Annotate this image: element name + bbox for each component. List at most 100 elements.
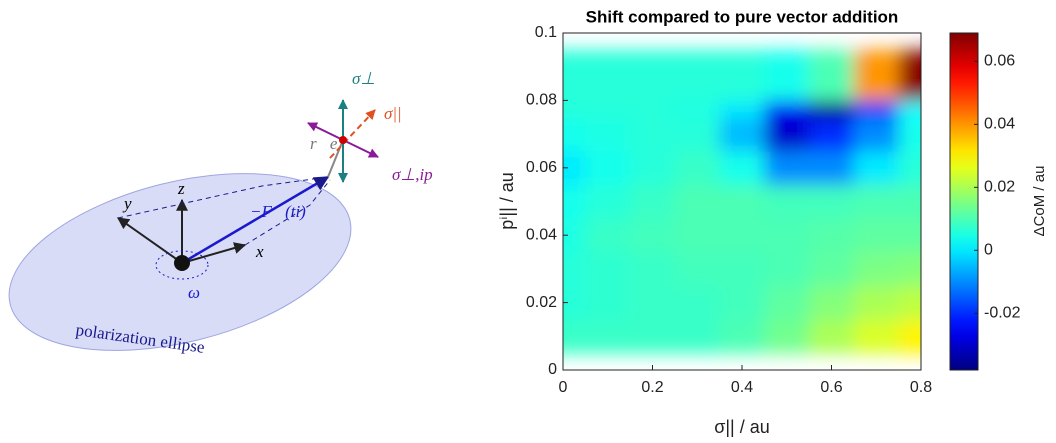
heatmap-cell xyxy=(719,49,765,101)
x-tick-label: 0 xyxy=(559,379,568,396)
diagram: polarization ellipse y z x ω −F⃗(ti) r⃗e… xyxy=(8,69,433,357)
heatmap-cell xyxy=(853,184,900,219)
heatmap-cell xyxy=(809,252,855,287)
heatmap-cell xyxy=(809,49,855,101)
heatmap-cell xyxy=(898,319,921,354)
heatmap-cell xyxy=(853,49,900,101)
heatmap-cell xyxy=(630,319,676,354)
heatmap-cell xyxy=(563,319,586,354)
heatmap-cell xyxy=(630,150,676,186)
heatmap-cell xyxy=(630,285,676,320)
heatmap-cell xyxy=(898,218,921,253)
heatmap-cell xyxy=(853,218,900,253)
sigma-par-label: σ|| xyxy=(384,104,402,123)
heatmap-cell xyxy=(809,184,855,219)
x-tick-label: 0.6 xyxy=(820,379,842,396)
heatmap-cell xyxy=(630,218,676,253)
heatmap-cell xyxy=(898,49,921,101)
heatmap-cell xyxy=(585,285,631,320)
heatmap-cell xyxy=(719,184,765,219)
heatmap-cell xyxy=(585,117,631,152)
axis-x xyxy=(181,242,247,264)
heatmap-cell xyxy=(674,150,721,186)
x-tick-label: 0.4 xyxy=(731,379,753,396)
sigma-par-arrow xyxy=(329,109,376,159)
sigma-ip-arrow xyxy=(342,139,379,158)
heatmap-cell xyxy=(809,150,855,186)
heatmap-cell xyxy=(585,218,631,253)
heatmap-cell xyxy=(630,49,676,101)
heatmap-cell xyxy=(809,319,855,354)
colorbar xyxy=(949,32,979,371)
heatmap-cell xyxy=(898,150,921,186)
heatmap-cell xyxy=(630,117,676,152)
colorbar-tick-label: -0.02 xyxy=(984,305,1021,322)
heatmap-cell xyxy=(764,218,810,253)
heatmap-cell xyxy=(764,319,810,354)
force-label: −F⃗(ti) xyxy=(250,202,306,221)
heatmap-cell xyxy=(898,117,921,152)
heatmap-cell xyxy=(853,117,900,152)
sigma-ip-arrow xyxy=(307,122,344,141)
heatmap-cell xyxy=(674,285,721,320)
heatmap-cell xyxy=(764,150,810,186)
y-axis-label: pⁱ|| / au xyxy=(497,172,517,230)
heatmap-cell xyxy=(719,218,765,253)
heatmap-cell xyxy=(563,252,586,287)
heatmap-cell xyxy=(563,184,586,219)
heatmap-cell xyxy=(764,252,810,287)
r-label: r⃗e xyxy=(310,134,338,153)
heatmap-cell xyxy=(630,184,676,219)
heatmap-cell xyxy=(853,150,900,186)
heatmap-cell xyxy=(719,117,765,152)
x-axis-label: σ|| / au xyxy=(714,417,770,437)
heatmap-cell xyxy=(719,285,765,320)
heatmap-cell xyxy=(674,49,721,101)
origin xyxy=(174,255,190,271)
heatmap-cell xyxy=(563,49,586,101)
heatmap-cell xyxy=(674,184,721,219)
y-tick-label: 0.08 xyxy=(526,92,557,109)
heatmap-cell xyxy=(674,252,721,287)
force-vector xyxy=(181,175,330,265)
heatmap-cell xyxy=(764,285,810,320)
heatmap-cell xyxy=(764,49,810,101)
heatmap-cell xyxy=(563,150,586,186)
y-tick-label: 0.1 xyxy=(535,24,557,41)
heatmap-cell xyxy=(809,117,855,152)
heatmap-cells xyxy=(563,49,921,354)
y-tick-label: 0.06 xyxy=(526,159,557,176)
sigma-ip-label: σ⊥,ip xyxy=(392,165,433,184)
chart-title: Shift compared to pure vector addition xyxy=(586,7,899,26)
heatmap-cell xyxy=(585,150,631,186)
electron xyxy=(339,136,347,144)
x-tick-label: 0.2 xyxy=(641,379,663,396)
omega-rotation xyxy=(155,250,209,280)
heatmap-cell xyxy=(853,319,900,354)
colorbar-tick-label: 0.06 xyxy=(984,53,1015,70)
heatmap-cell xyxy=(585,319,631,354)
heatmap-cell xyxy=(719,150,765,186)
axis-label: y xyxy=(122,194,132,213)
heatmap-cell xyxy=(563,117,586,152)
heatmap-area xyxy=(563,49,921,354)
heatmap-cell xyxy=(853,285,900,320)
heatmap-cell xyxy=(719,319,765,354)
heatmap-cell xyxy=(585,184,631,219)
heatmap-cell xyxy=(674,218,721,253)
heatmap-chart: Shift compared to pure vector addition σ… xyxy=(497,7,1048,437)
heatmap-cell xyxy=(674,117,721,152)
heatmap-cell xyxy=(585,49,631,101)
heatmap-cell xyxy=(853,252,900,287)
heatmap-cell xyxy=(585,252,631,287)
heatmap-cell xyxy=(764,184,810,219)
heatmap-cell xyxy=(630,252,676,287)
sigma-perp-label: σ⊥ xyxy=(352,69,375,88)
heatmap-cell xyxy=(898,285,921,320)
y-tick-label: 0.02 xyxy=(526,294,557,311)
heatmap-cell xyxy=(809,218,855,253)
colorbar-tick-label: 0.02 xyxy=(984,179,1015,196)
colorbar-tick-label: 0.04 xyxy=(984,116,1015,133)
heatmap-cell xyxy=(719,252,765,287)
